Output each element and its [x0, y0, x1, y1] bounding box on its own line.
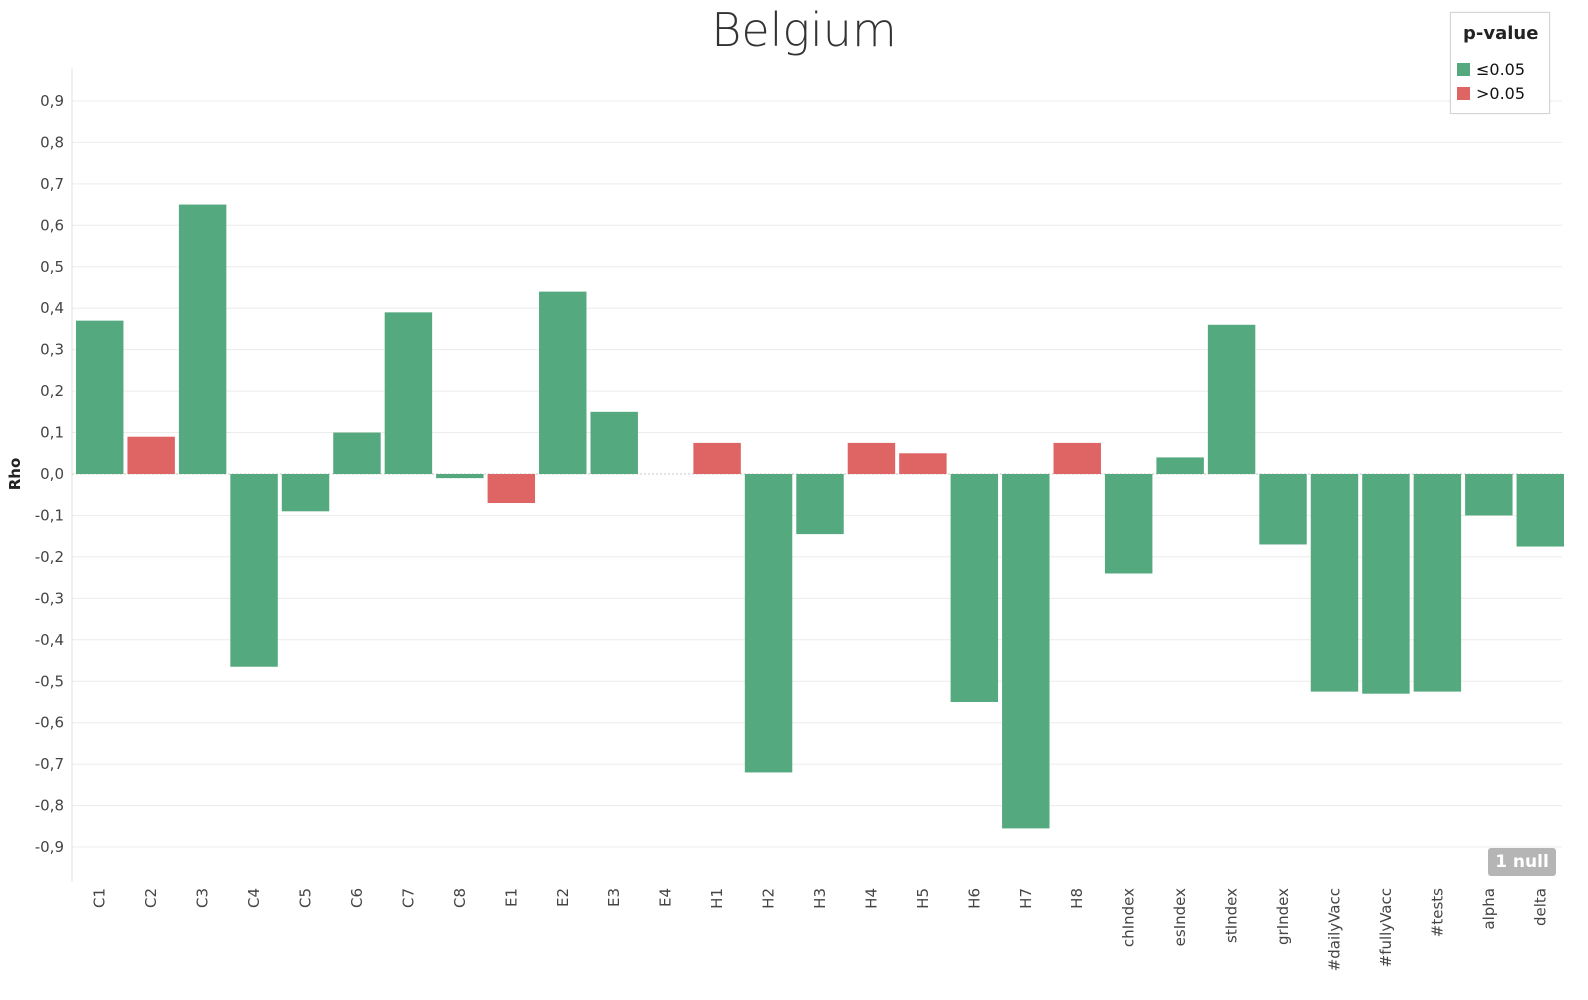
y-tick-label: 0,1 [40, 424, 64, 442]
x-tick-label: #dailyVacc [1325, 888, 1343, 971]
x-tick-label: C3 [194, 888, 212, 908]
bar-c5[interactable] [281, 474, 330, 512]
x-tick-label: H7 [1017, 888, 1035, 909]
x-tick-label: C5 [297, 888, 315, 908]
x-tick-label: E4 [657, 888, 675, 907]
bars [76, 204, 1564, 829]
y-tick-label: 0,2 [40, 382, 64, 400]
legend-label-significant: ≤0.05 [1476, 59, 1526, 79]
bar-stindex[interactable] [1207, 324, 1256, 474]
x-tick-label: C2 [142, 888, 160, 908]
bar-c7[interactable] [384, 312, 433, 474]
bar-dailyvacc[interactable] [1310, 474, 1359, 692]
x-tick-label: H8 [1068, 888, 1086, 909]
bar-e2[interactable] [539, 291, 587, 474]
y-tick-label: -0,8 [35, 797, 64, 815]
legend-item-not-significant[interactable]: >0.05 [1457, 83, 1525, 103]
y-tick-label: -0,1 [35, 506, 64, 524]
bar-h6[interactable] [950, 474, 999, 702]
y-tick-label: 0,7 [40, 175, 64, 193]
bar-c4[interactable] [230, 474, 278, 667]
y-tick-label: -0,9 [35, 838, 64, 856]
bar-c8[interactable] [436, 474, 484, 479]
y-tick-label: 0,4 [40, 299, 64, 317]
legend-swatch-not-significant [1457, 86, 1470, 100]
bar-esindex[interactable] [1156, 457, 1204, 474]
x-tick-label: E2 [554, 888, 572, 907]
y-axis-ticks: 0,9 0,8 0,7 0,6 0,5 0,4 0,3 0,2 0,1 0,0 -0,1 -0,2 -0… [35, 92, 64, 856]
bar-c1[interactable] [76, 320, 124, 474]
x-tick-label: #fullyVacc [1377, 888, 1395, 967]
legend: p-value ≤0.05 >0.05 [1450, 12, 1550, 114]
x-tick-label: C7 [399, 888, 417, 908]
x-tick-label: alpha [1480, 888, 1498, 930]
bar-h3[interactable] [796, 474, 844, 535]
bar-c2[interactable] [127, 436, 175, 474]
x-axis-ticks: C1 C2 C3 C4 C5 C6 C7 C8 E1 E2 E3 E4 H1 H2 H3 H4 H5 H6 H7 H8… [91, 888, 1550, 971]
legend-swatch-significant [1457, 62, 1470, 76]
x-tick-label: C6 [348, 888, 366, 908]
legend-item-significant[interactable]: ≤0.05 [1457, 59, 1525, 79]
y-tick-label: 0,0 [40, 465, 64, 483]
x-tick-label: esIndex [1171, 888, 1189, 946]
x-tick-label: grIndex [1274, 888, 1292, 945]
x-tick-label: H6 [965, 888, 983, 909]
bar-h7[interactable] [1002, 474, 1050, 829]
bar-fullyvacc[interactable] [1362, 474, 1410, 694]
bar-e1[interactable] [487, 474, 536, 504]
y-tick-label: -0,2 [35, 548, 64, 566]
x-tick-label: E3 [605, 888, 623, 907]
x-tick-label: #tests [1428, 888, 1446, 937]
x-tick-label: C1 [91, 888, 109, 908]
bar-alpha[interactable] [1465, 474, 1513, 516]
bar-delta[interactable] [1516, 474, 1564, 547]
bar-h8[interactable] [1053, 442, 1101, 474]
x-tick-label: H2 [760, 888, 778, 909]
null-count-badge[interactable]: 1 null [1488, 848, 1556, 876]
y-tick-label: -0,4 [35, 631, 64, 649]
y-tick-label: 0,3 [40, 341, 64, 359]
bar-h5[interactable] [899, 453, 947, 474]
y-tick-label: 0,9 [40, 92, 64, 110]
x-tick-label: chIndex [1120, 888, 1138, 947]
legend-label-not-significant: >0.05 [1476, 83, 1526, 103]
x-tick-label: H5 [914, 888, 932, 909]
bar-tests[interactable] [1413, 474, 1462, 692]
bar-c6[interactable] [333, 432, 381, 474]
x-tick-label: delta [1531, 888, 1549, 926]
bar-h4[interactable] [847, 442, 896, 474]
bar-c3[interactable] [178, 204, 227, 474]
x-tick-label: stIndex [1223, 888, 1241, 943]
y-tick-label: -0,5 [35, 672, 64, 690]
bar-h1[interactable] [693, 442, 741, 474]
x-tick-label: E1 [502, 888, 520, 907]
x-tick-label: C8 [451, 888, 469, 908]
bar-grindex[interactable] [1259, 474, 1307, 545]
bar-e3[interactable] [590, 411, 638, 474]
y-tick-label: -0,6 [35, 714, 64, 732]
x-tick-label: H4 [862, 888, 880, 909]
x-tick-label: H1 [708, 888, 726, 909]
y-tick-label: -0,7 [35, 755, 64, 773]
legend-title: p-value [1463, 23, 1539, 44]
chart-title: Belgium [711, 3, 897, 57]
y-axis-label: Rho [6, 458, 24, 491]
y-tick-label: 0,6 [40, 216, 64, 234]
x-tick-label: H3 [811, 888, 829, 909]
y-tick-label: 0,8 [40, 133, 64, 151]
bar-h2[interactable] [744, 474, 793, 773]
y-tick-label: -0,3 [35, 589, 64, 607]
x-tick-label: C4 [245, 888, 263, 908]
y-tick-label: 0,5 [40, 258, 64, 276]
bar-chindex[interactable] [1104, 474, 1153, 574]
